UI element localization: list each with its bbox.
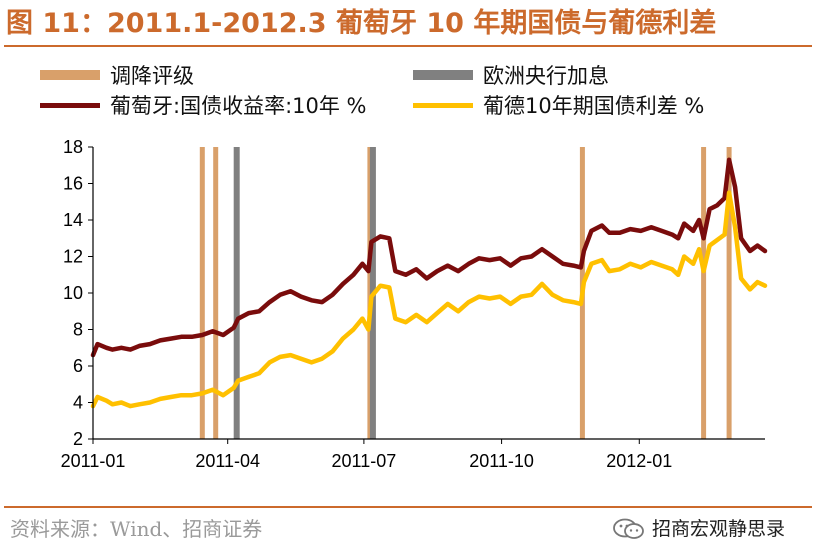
downgrade-bar [213, 147, 219, 439]
x-tick-label: 2012-01 [606, 451, 672, 471]
x-tick-label: 2011-10 [469, 451, 534, 471]
title-divider [4, 45, 812, 47]
legend-swatch-rating-downgrade [40, 70, 100, 80]
legend-label-rating-downgrade: 调降评级 [110, 64, 194, 88]
ecb-hike-bar [233, 147, 240, 439]
legend-item-rating-downgrade: 调降评级 [40, 62, 194, 88]
legend-item-ecb-hike: 欧洲央行加息 [413, 62, 609, 88]
legend-label-spread: 葡德10年期国债利差 % [483, 94, 705, 118]
x-tick-label: 2011-01 [61, 451, 126, 471]
downgrade-bar [701, 147, 707, 439]
y-tick-label: 16 [63, 174, 83, 194]
y-tick-label: 18 [63, 137, 83, 157]
source-note: 资料来源：Wind、招商证券 [10, 517, 263, 541]
brand-text: 招商宏观静思录 [652, 518, 786, 540]
y-tick-label: 8 [73, 320, 83, 340]
wechat-icon [613, 518, 644, 539]
y-tick-label: 10 [63, 283, 83, 303]
y-tick-label: 4 [73, 393, 83, 413]
downgrade-bar [726, 147, 732, 439]
series-line-spread [90, 190, 768, 409]
brand-label: 招商宏观静思录 [612, 512, 785, 546]
y-tick-label: 2 [73, 429, 83, 449]
x-tick-label: 2011-04 [195, 451, 260, 471]
series-lines [90, 157, 768, 409]
legend-swatch-ecb-hike [413, 70, 473, 80]
legend-line-spread [413, 102, 473, 108]
legend-label-ecb-hike: 欧洲央行加息 [483, 64, 609, 88]
legend-label-portugal-yield: 葡萄牙:国债收益率:10年 % [110, 94, 367, 118]
y-tick-label: 12 [63, 247, 83, 267]
downgrade-bar [199, 147, 205, 439]
legend-item-portugal-yield: 葡萄牙:国债收益率:10年 % [40, 92, 367, 118]
y-tick-label: 6 [73, 356, 83, 376]
y-tick-label: 14 [63, 210, 83, 230]
legend-line-portugal-yield [40, 102, 100, 108]
page-title: 图 11：2011.1-2012.3 葡萄牙 10 年期国债与葡德利差 [6, 8, 717, 39]
x-tick-label: 2011-07 [332, 451, 397, 471]
series-line-portugal-yield [90, 157, 768, 358]
legend-item-spread: 葡德10年期国债利差 % [413, 92, 704, 118]
chart-axes: 2 4 6 8 10 12 14 16 18 2011-01 2011-04 2011-07 2011-… [61, 137, 765, 471]
footer-divider [4, 506, 812, 508]
